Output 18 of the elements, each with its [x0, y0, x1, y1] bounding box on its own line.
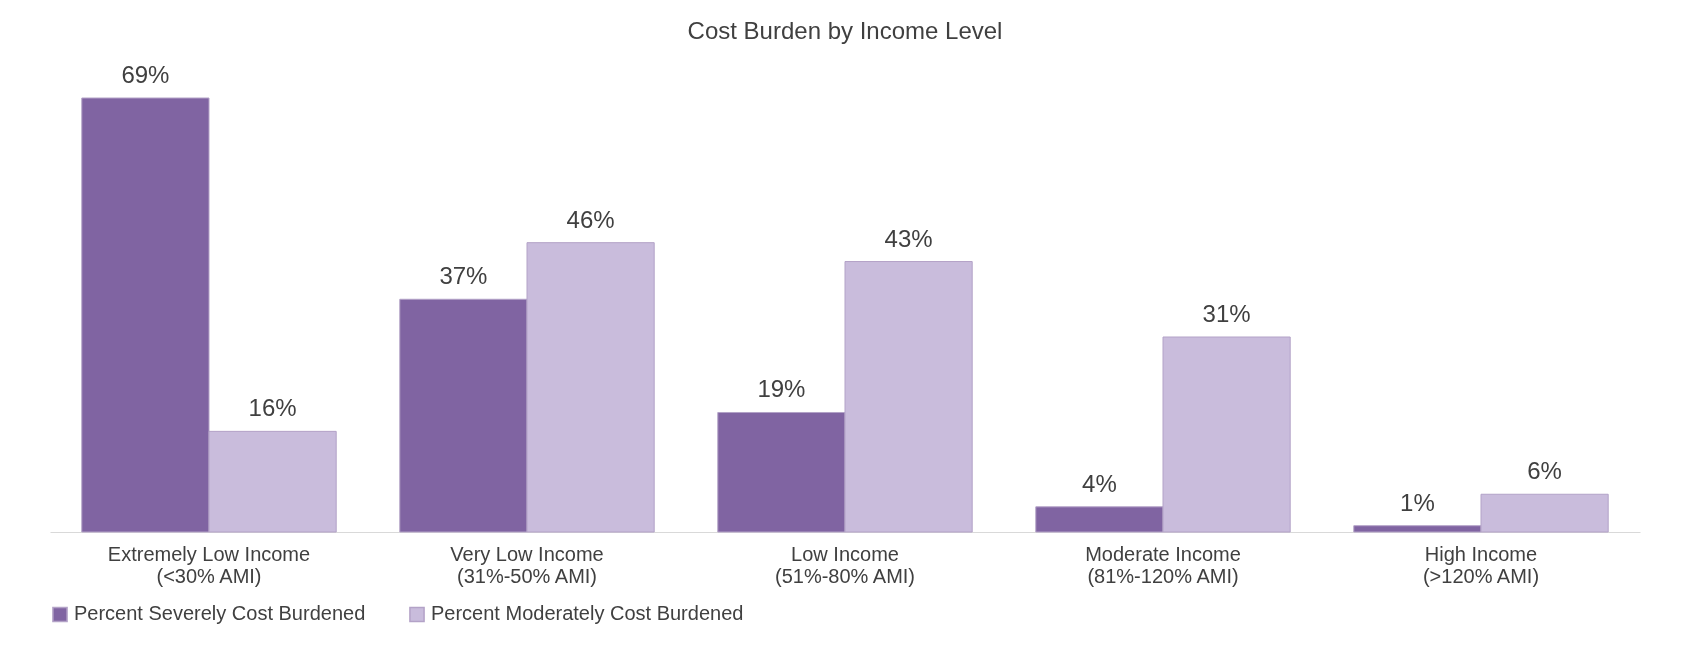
data-label: 43%: [884, 224, 933, 252]
data-label: 31%: [1202, 300, 1251, 328]
x-tick-label: Low Income (51%-80% AMI): [774, 542, 916, 587]
x-tick-label: Very Low Income (31%-50% AMI): [450, 542, 604, 587]
legend-label: Percent Severely Cost Burdened: [74, 602, 366, 625]
data-label: 69%: [121, 61, 170, 88]
data-label: 46%: [566, 205, 615, 233]
data-label: 4%: [1082, 469, 1117, 497]
x-tick-label: Extremely Low Income (<30% AMI): [107, 542, 311, 587]
data-label: 19%: [757, 375, 806, 403]
legend-label: Percent Moderately Cost Burdened: [431, 602, 744, 625]
data-label: 16%: [248, 394, 297, 422]
x-tick-label: Moderate Income (81%-120% AMI): [1085, 542, 1241, 587]
x-tick-label: High Income (>120% AMI): [1422, 542, 1540, 587]
data-label: 1%: [1400, 488, 1435, 516]
data-label: 6%: [1527, 457, 1562, 485]
data-label: 37%: [439, 262, 488, 290]
chart-title: Cost Burden by Income Level: [687, 17, 1003, 44]
